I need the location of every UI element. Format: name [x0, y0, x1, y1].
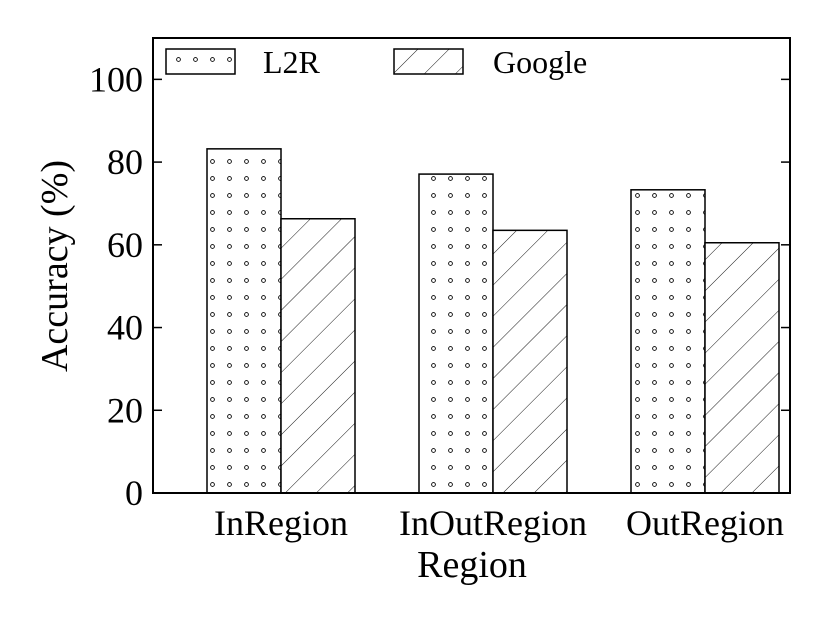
y-tick-label: 0 — [125, 473, 143, 513]
bars-layer — [206, 148, 780, 494]
x-tick-label: InOutRegion — [399, 503, 587, 543]
legend: L2R Google — [165, 44, 587, 80]
y-ticks: 0 20 40 60 80 100 — [89, 59, 790, 513]
bar-google-inoutregion — [492, 229, 568, 494]
y-tick-label: 80 — [107, 142, 143, 182]
y-tick-label: 100 — [89, 59, 143, 99]
y-axis-label: Accuracy (%) — [34, 160, 76, 372]
x-tick-label: InRegion — [214, 503, 348, 543]
x-category-labels: InRegion InOutRegion OutRegion — [214, 503, 784, 543]
bar-l2r-outregion — [630, 189, 706, 494]
y-tick-label: 60 — [107, 225, 143, 265]
bar-google-inregion — [280, 218, 356, 494]
bar-l2r-inoutregion — [418, 173, 494, 494]
bar-google-outregion — [704, 242, 780, 494]
legend-label-google: Google — [493, 44, 587, 80]
y-tick-label: 40 — [107, 308, 143, 348]
plot-frame — [152, 37, 791, 494]
x-axis-label: Region — [417, 544, 527, 586]
y-tick-label: 20 — [107, 390, 143, 430]
bar-l2r-inregion — [206, 148, 282, 494]
x-tick-label: OutRegion — [626, 503, 784, 543]
legend-label-l2r: L2R — [263, 44, 321, 80]
legend-swatch-google — [393, 48, 464, 75]
legend-swatch-l2r — [165, 48, 236, 75]
